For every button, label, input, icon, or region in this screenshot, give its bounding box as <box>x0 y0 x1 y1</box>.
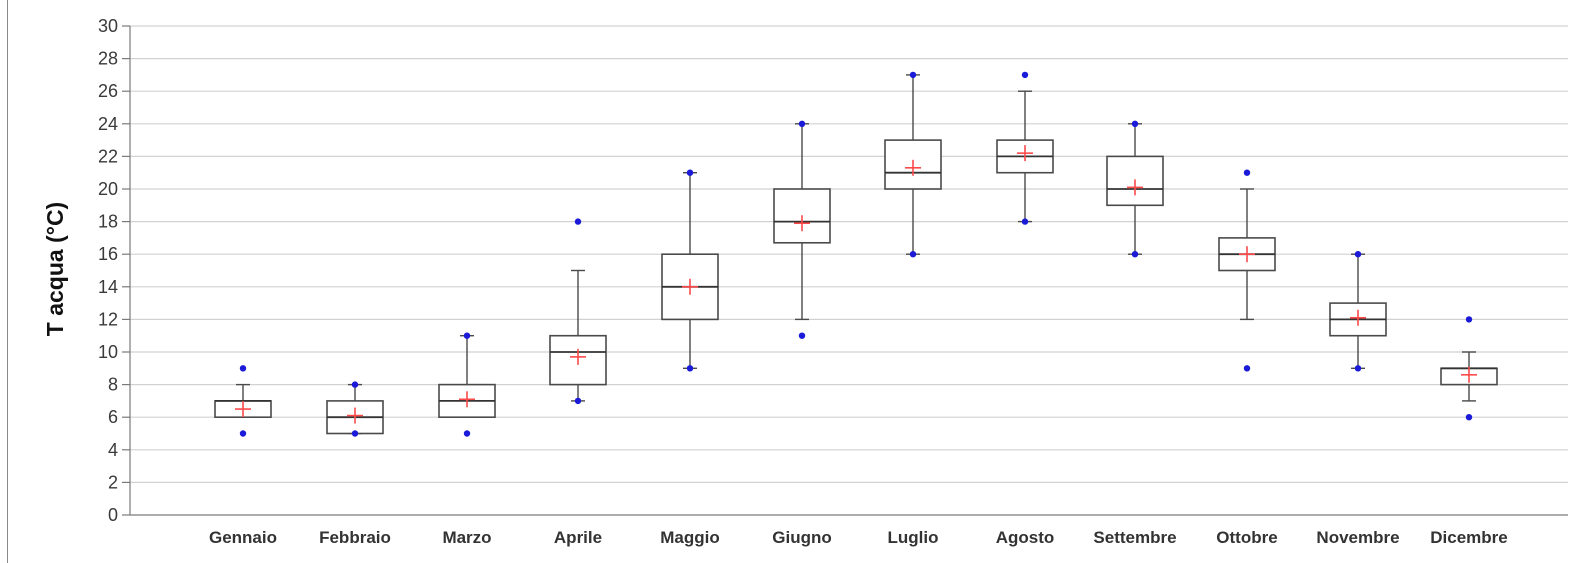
box-febbraio <box>326 381 384 437</box>
x-tick-label: Luglio <box>888 528 939 547</box>
max-point <box>351 381 359 388</box>
max-point <box>574 218 582 225</box>
y-tick-label: 14 <box>98 277 118 297</box>
y-tick-label: 6 <box>108 407 118 427</box>
min-point <box>1354 365 1362 372</box>
max-point <box>798 120 806 128</box>
y-tick-label: 28 <box>98 49 118 69</box>
min-point <box>909 251 917 258</box>
y-tick-label: 26 <box>98 81 118 101</box>
min-point <box>463 430 471 437</box>
x-tick-label: Gennaio <box>209 528 277 547</box>
min-point <box>1021 218 1029 225</box>
x-axis: Gennaio Febbraio Marzo Aprile Maggio Giugno Lu… <box>130 514 1568 547</box>
x-tick-label: Settembre <box>1093 528 1176 547</box>
max-point <box>1354 251 1362 258</box>
x-tick-label: Agosto <box>996 528 1055 547</box>
x-tick-label: Ottobre <box>1216 528 1277 547</box>
box-settembre <box>1106 120 1164 258</box>
min-point <box>239 430 247 437</box>
x-tick-label: Novembre <box>1316 528 1399 547</box>
max-point <box>909 71 917 79</box>
min-point <box>798 332 806 339</box>
max-point <box>1131 120 1139 128</box>
x-tick-label: Marzo <box>442 528 491 547</box>
min-point <box>1465 414 1473 421</box>
box-luglio <box>884 71 942 258</box>
min-point <box>351 430 359 437</box>
box-novembre <box>1329 251 1387 372</box>
y-tick-label: 20 <box>98 179 118 199</box>
x-tick-label: Giugno <box>772 528 831 547</box>
max-point <box>239 365 247 372</box>
y-tick-label: 8 <box>108 375 118 395</box>
box-dicembre <box>1440 316 1498 421</box>
x-tick-label: Aprile <box>554 528 602 547</box>
max-point <box>463 332 471 339</box>
y-tick-label: 0 <box>108 505 118 525</box>
y-tick-label: 10 <box>98 342 118 362</box>
boxes <box>214 71 1498 437</box>
box-maggio <box>661 169 719 372</box>
box-agosto <box>996 71 1054 225</box>
box-ottobre <box>1218 169 1276 372</box>
x-tick-label: Febbraio <box>319 528 391 547</box>
y-tick-label: 2 <box>108 472 118 492</box>
max-point <box>1465 316 1473 323</box>
max-point <box>1243 169 1251 176</box>
min-point <box>574 397 582 405</box>
y-tick-label: 18 <box>98 212 118 232</box>
y-tick-label: 30 <box>98 16 118 36</box>
y-axis-title: T acqua (°C) <box>42 202 68 336</box>
box-aprile <box>549 218 607 405</box>
y-tick-label: 16 <box>98 244 118 264</box>
y-tick-label: 22 <box>98 146 118 166</box>
min-point <box>1131 251 1139 258</box>
box-marzo <box>438 332 496 437</box>
gridlines <box>130 25 1568 483</box>
x-tick-label: Dicembre <box>1430 528 1507 547</box>
y-tick-label: 24 <box>98 114 118 134</box>
y-tick-label: 12 <box>98 309 118 329</box>
min-point <box>686 365 694 372</box>
min-point <box>1243 365 1251 372</box>
x-tick-label: Maggio <box>660 528 720 547</box>
box-giugno <box>773 120 831 339</box>
box-gennaio <box>214 365 272 437</box>
max-point <box>1021 71 1029 79</box>
max-point <box>686 169 694 176</box>
y-tick-label: 4 <box>108 440 118 460</box>
